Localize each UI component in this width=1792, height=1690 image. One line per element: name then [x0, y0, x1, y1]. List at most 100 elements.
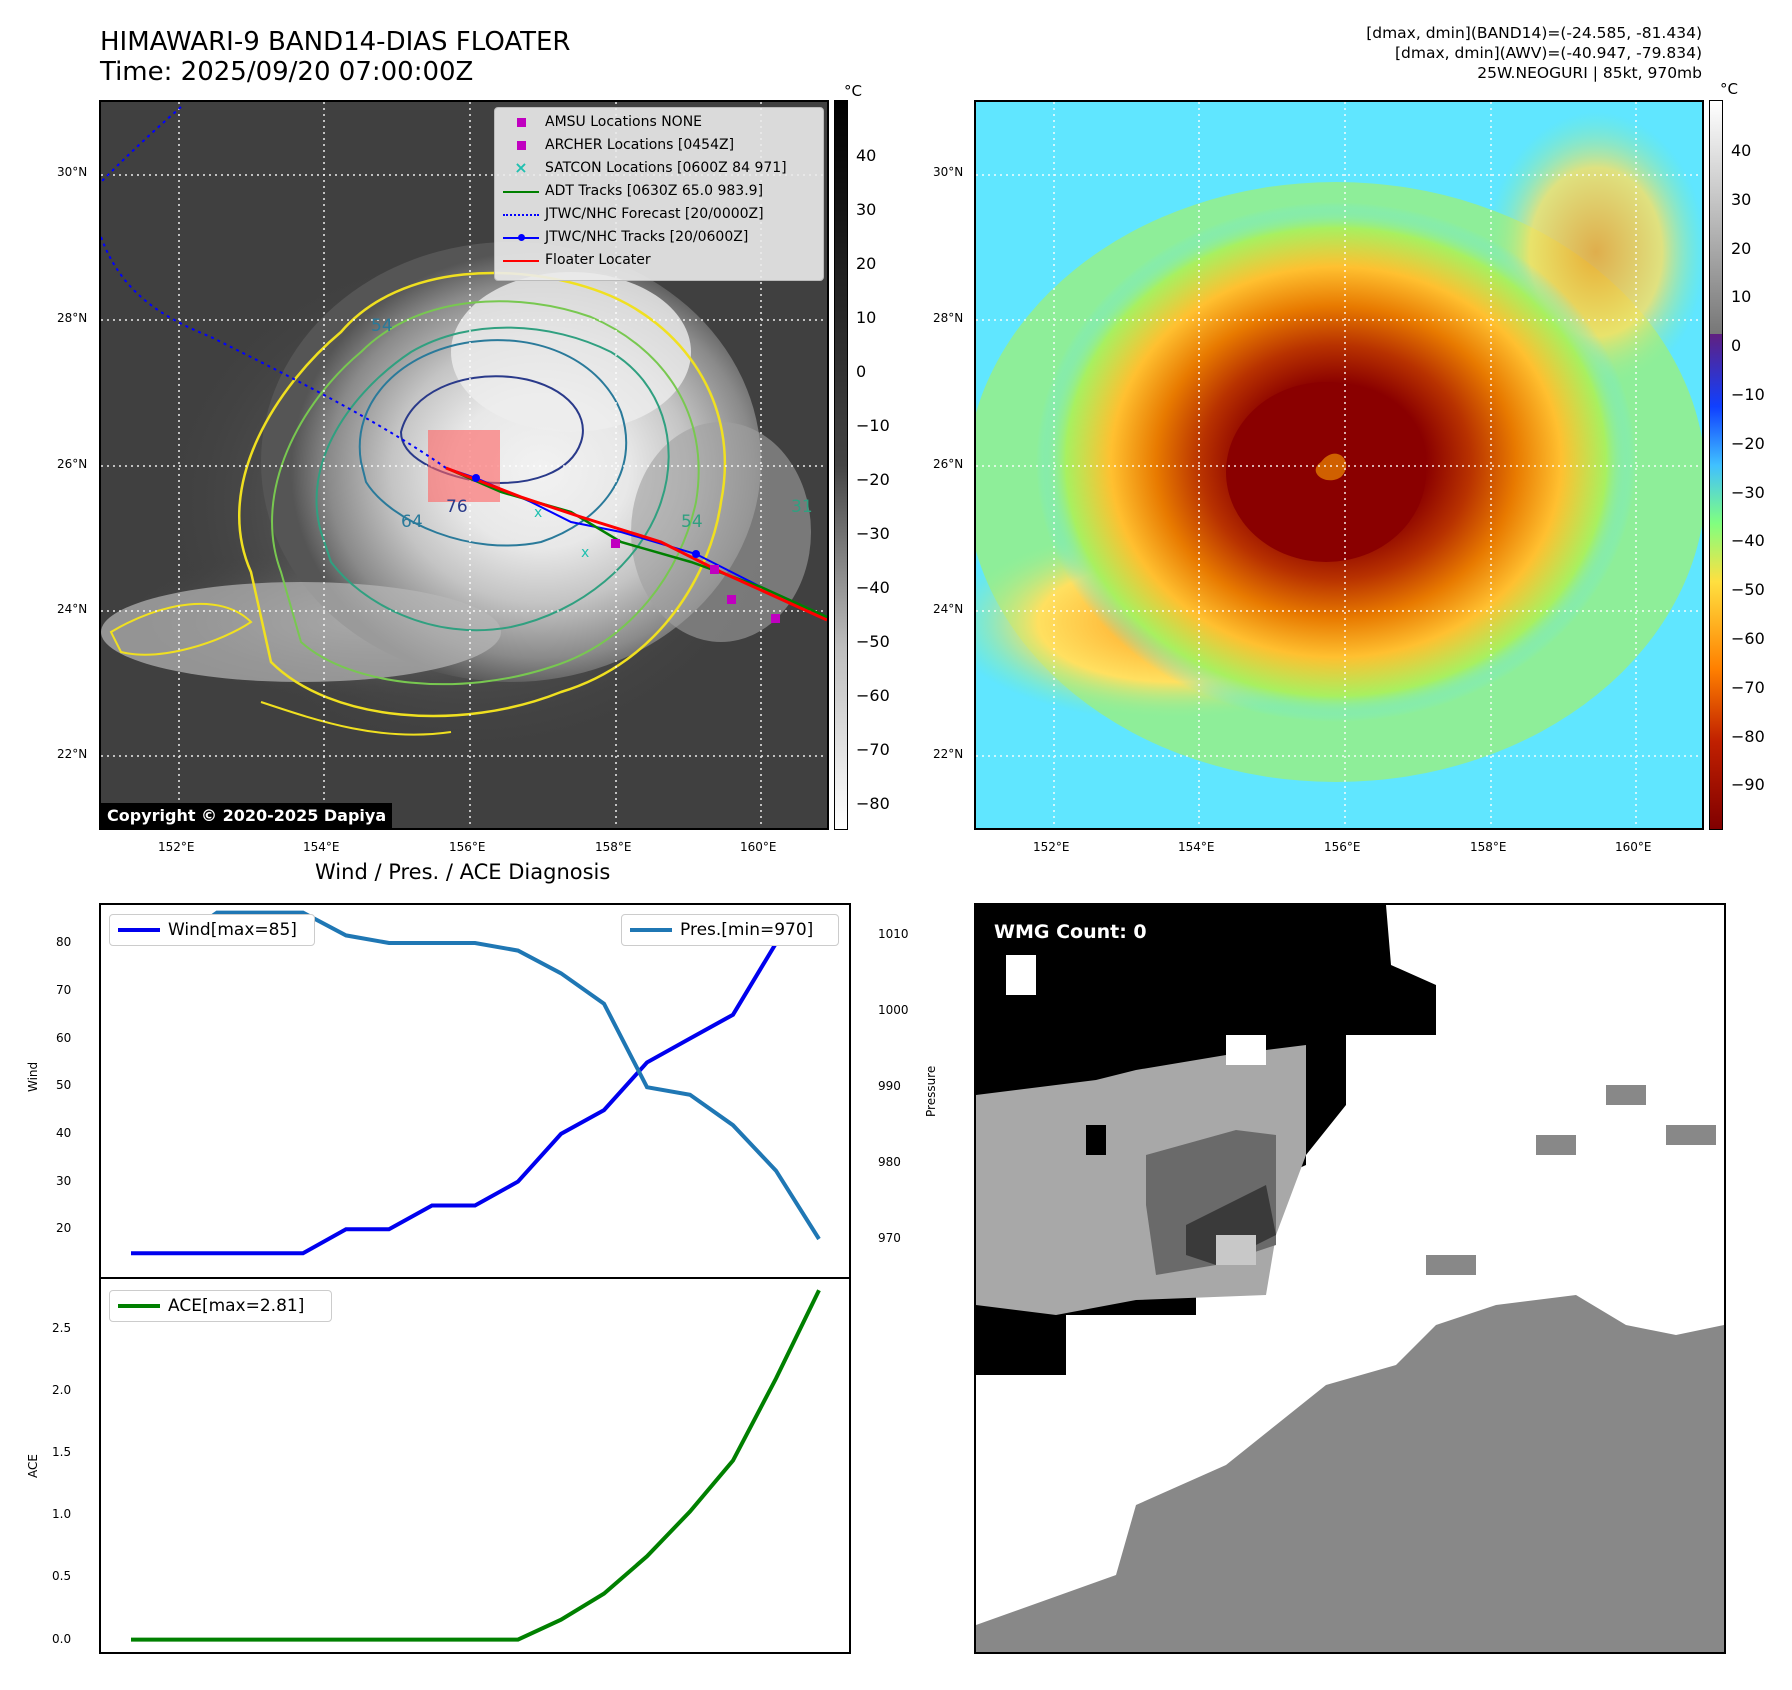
colorbar-tick: −70 [1731, 677, 1765, 697]
pressure-tick: 1000 [878, 1003, 909, 1018]
contour-label: 54 [371, 316, 393, 336]
legend-item-archer: ARCHER Locations [0454Z] [495, 135, 823, 157]
wmg-count-label: WMG Count: 0 [994, 921, 1147, 943]
copyright-label: Copyright © 2020-2025 Dapiya [101, 803, 393, 828]
colorbar-tick: −20 [1731, 433, 1765, 453]
pressure-tick: 980 [878, 1155, 901, 1170]
colorbar-tick: −90 [1731, 775, 1765, 795]
wind-tick: 80 [56, 935, 72, 950]
ace-line [131, 1289, 821, 1642]
colorbar-tick: 20 [856, 254, 877, 273]
pressure-axis-label: Pressure [924, 1065, 938, 1117]
contour-label: 31 [791, 497, 813, 517]
pressure-tick: 1010 [878, 927, 909, 942]
lon-tick: 156°E [1324, 840, 1361, 854]
lon-tick: 156°E [449, 840, 486, 854]
wind-pres-plot [131, 910, 821, 1256]
wmg-panel: WMG Count: 0 [974, 903, 1726, 1654]
info-band14: [dmax, dmin](BAND14)=(-24.585, -81.434) [1366, 24, 1702, 42]
lat-tick: 30°N [57, 165, 88, 179]
wind-tick: 40 [56, 1125, 72, 1140]
contour-label: 76 [446, 497, 468, 517]
colorbar-tick: 0 [856, 362, 867, 381]
colorbar-right-unit: °C [1720, 80, 1738, 98]
chart-time: Time: 2025/09/20 07:00:00Z [100, 57, 474, 87]
wind-tick: 30 [56, 1173, 72, 1188]
ace-tick: 2.5 [52, 1320, 72, 1335]
wind-tick: 50 [56, 1078, 72, 1093]
colorbar-tick: −50 [856, 632, 890, 651]
lat-tick: 30°N [933, 165, 964, 179]
legend-item-forecast: JTWC/NHC Forecast [20/0000Z] [495, 204, 823, 226]
colorbar-tick: −40 [1731, 531, 1765, 551]
colorbar-tick: −50 [1731, 580, 1765, 600]
ace-legend: ACE[max=2.81] [109, 1290, 332, 1322]
colorbar-tick: −40 [856, 578, 890, 597]
colorbar-tick: 30 [1731, 189, 1752, 209]
chart-title: HIMAWARI-9 BAND14-DIAS FLOATER [100, 27, 571, 57]
contour-label: 64 [401, 512, 423, 532]
wind-pres-panel: Wind[max=85] Pres.[min=970] [99, 903, 851, 1279]
ace-tick: 2.0 [52, 1382, 72, 1397]
colorbar-tick: −10 [1731, 385, 1765, 404]
lon-tick: 160°E [1615, 840, 1652, 854]
lon-tick: 152°E [1033, 840, 1070, 854]
awv-map-image [976, 102, 1702, 828]
ace-tick: 0.5 [52, 1569, 72, 1584]
colorbar-tick: −80 [856, 794, 890, 813]
lon-tick: 154°E [1178, 840, 1215, 854]
wind-tick: 20 [56, 1221, 72, 1236]
floater-box [428, 430, 500, 502]
colorbar-tick: −30 [1731, 482, 1765, 502]
svg-text:x: x [534, 505, 542, 521]
legend-item-adt: ADT Tracks [0630Z 65.0 983.9] [495, 181, 823, 203]
pres-legend: Pres.[min=970] [621, 914, 839, 946]
diagnosis-title: Wind / Pres. / ACE Diagnosis [315, 860, 611, 884]
ir-map-panel: x x 54 64 76 54 31 AMSU Locations NONE A… [99, 100, 829, 830]
colorbar-right [1709, 100, 1723, 830]
awv-map-panel [974, 100, 1704, 830]
colorbar-tick: 10 [1731, 287, 1752, 307]
legend-item-satcon: × SATCON Locations [0600Z 84 971] [514, 158, 787, 177]
pressure-tick: 970 [878, 1231, 901, 1246]
colorbar-tick: −60 [1731, 629, 1765, 648]
lat-tick: 24°N [933, 602, 964, 616]
map-legend: AMSU Locations NONE ARCHER Locations [04… [494, 107, 824, 281]
pressure-tick: 990 [878, 1079, 901, 1094]
wind-tick: 70 [56, 982, 72, 997]
wind-axis-label: Wind [26, 1061, 40, 1092]
pressure-line [131, 910, 821, 1241]
contour-label: 54 [681, 512, 703, 532]
colorbar-left-unit: °C [844, 82, 862, 100]
wind-tick: 60 [56, 1030, 72, 1045]
lat-tick: 28°N [57, 311, 88, 325]
svg-text:x: x [581, 545, 589, 561]
lat-tick: 24°N [57, 602, 88, 616]
colorbar-tick: −70 [856, 740, 890, 759]
ace-axis-label: ACE [26, 1454, 40, 1478]
legend-item-floater: Floater Locater [495, 250, 823, 272]
colorbar-tick: −10 [856, 416, 890, 435]
ace-panel: ACE[max=2.81] [99, 1277, 851, 1654]
lat-tick: 28°N [933, 311, 964, 325]
lat-tick: 26°N [57, 457, 88, 471]
lat-tick: 26°N [933, 457, 964, 471]
wind-line [131, 917, 820, 1256]
legend-item-amsu: AMSU Locations NONE [495, 112, 823, 134]
lon-tick: 154°E [303, 840, 340, 854]
lat-tick: 22°N [933, 747, 964, 761]
colorbar-tick: −80 [1731, 726, 1765, 746]
wmg-image [976, 905, 1724, 1652]
colorbar-tick: 0 [1731, 336, 1742, 356]
ace-tick: 0.0 [52, 1631, 72, 1646]
lon-tick: 158°E [1470, 840, 1507, 854]
lon-tick: 158°E [595, 840, 632, 854]
ace-tick: 1.5 [52, 1445, 72, 1460]
lon-tick: 152°E [158, 840, 195, 854]
colorbar-tick: 20 [1731, 238, 1752, 258]
ace-plot [131, 1289, 821, 1642]
colorbar-tick: −20 [856, 470, 890, 489]
lon-tick: 160°E [740, 840, 777, 854]
info-storm: 25W.NEOGURI | 85kt, 970mb [1477, 64, 1702, 82]
ace-tick: 1.0 [52, 1507, 72, 1522]
